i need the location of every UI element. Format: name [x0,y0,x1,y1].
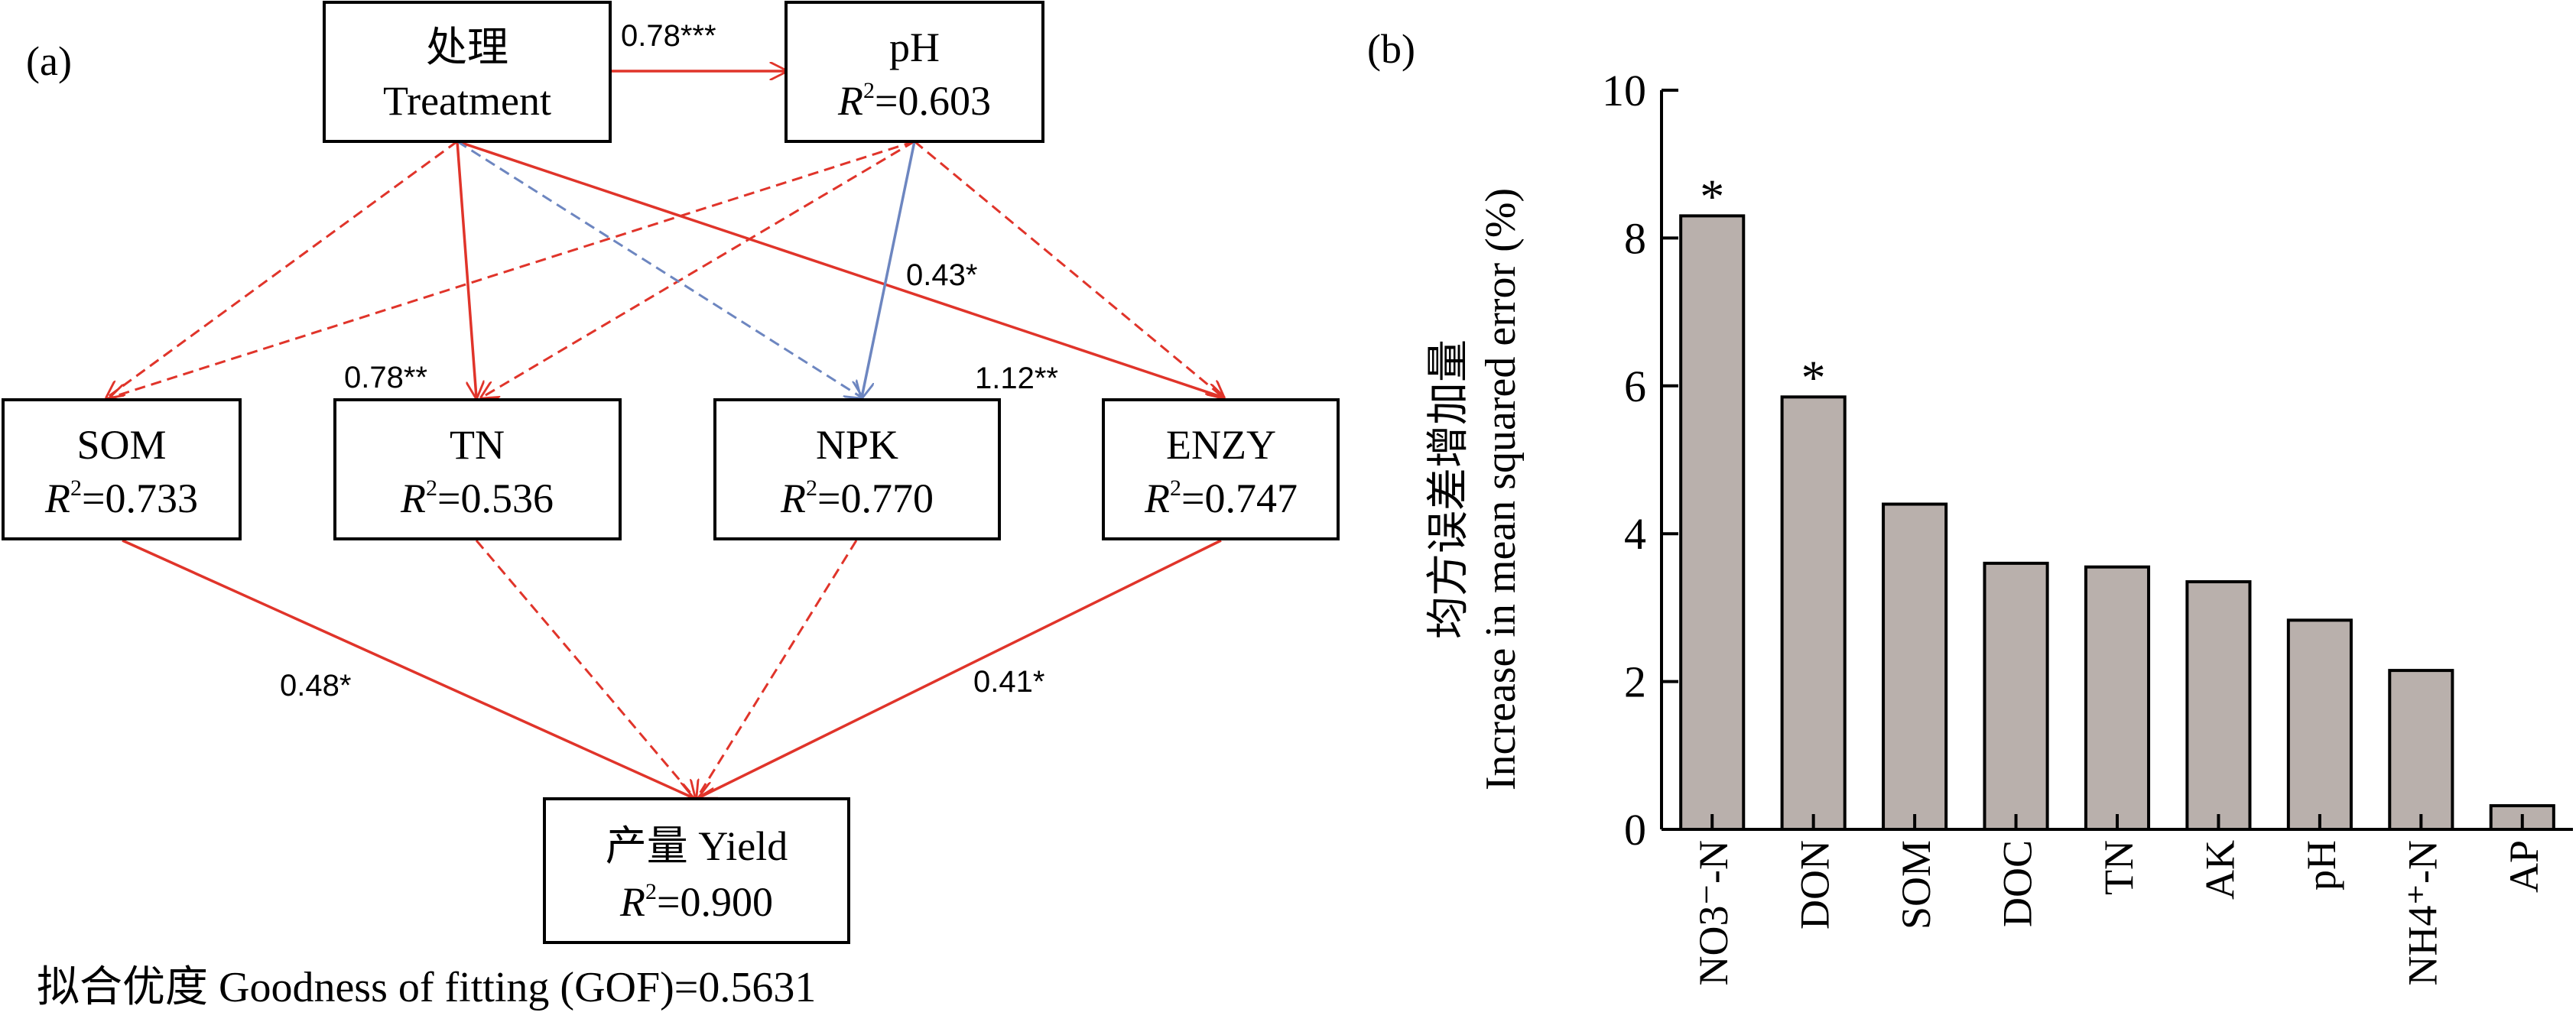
panel-a-label: (a) [26,38,72,84]
bar [2084,565,2151,832]
bar [1780,395,1847,831]
arrow-som-yield [122,539,692,797]
bar [2286,618,2353,831]
bar [1679,214,1746,831]
node-yield: 产量 Yield R2=0.900 [543,797,850,944]
y-axis-label: 均方误差增加量 Increase in mean squared error (… [1425,188,1525,790]
y-tick-label: 0 [1624,805,1646,855]
y-axis-label-en: Increase in mean squared error (%) [1477,188,1525,790]
node-npk-r2: R2=0.770 [780,475,934,521]
node-yield-name: 产量 Yield [606,823,788,869]
y-axis-label-cn: 均方误差增加量 [1425,339,1473,639]
x-tick-label: DOC [1995,840,2041,927]
node-npk-name: NPK [816,422,898,468]
coef-som-yield: 0.48* [280,669,351,702]
coef-treatment-enzy: 1.12** [975,362,1058,395]
y-tick-label: 10 [1602,66,1646,115]
node-ph: pH R2=0.603 [784,1,1044,143]
node-treatment-en: Treatment [383,78,551,124]
node-tn-name: TN [450,422,505,468]
y-tick-label: 8 [1624,213,1646,263]
arrow-ph-som-dashed [111,140,915,397]
path-arrows [107,71,1223,797]
path-diagram: (a) 0.78*** 0.78** 1.12** 0.43* [2,1,1340,1011]
bar [2185,580,2252,831]
node-enzy-r2: R2=0.747 [1144,475,1298,521]
node-npk: NPK R2=0.770 [713,398,1001,540]
node-som-name: SOM [76,422,166,468]
x-tick-label: NH4⁺-N [2399,840,2445,985]
arrow-enzy-yield [700,539,1222,797]
coef-enzy-yield: 0.41* [973,665,1044,699]
node-treatment-cn: 处理 [426,24,508,70]
x-tick-label: DON [1792,840,1838,930]
node-yield-r2: R2=0.900 [619,879,773,925]
node-treatment: 处理 Treatment [323,1,612,143]
node-tn: TN R2=0.536 [333,398,622,540]
arrow-treatment-som-dashed [107,140,458,397]
x-tick-label: AP [2501,840,2547,893]
node-boxes: 处理 Treatment pH R2=0.603 SOM R2=0.733 TN… [2,1,1340,944]
panel-b-label: (b) [1367,26,1415,72]
y-axis-ticks: 0 2 4 6 8 10 [1602,66,1678,855]
node-ph-name: pH [889,24,940,70]
node-som-r2: R2=0.733 [44,475,198,521]
x-tick-label: AK [2197,840,2243,900]
bars [1679,214,2555,832]
significance-star: * [1801,350,1826,404]
arrow-ph-tn-dashed [482,140,915,397]
x-axis-ticks: NO3⁻-N DON SOM DOC TN AK pH NH4⁺-N AP [1691,814,2547,985]
x-tick-label: NO3⁻-N [1691,840,1736,985]
node-som: SOM R2=0.733 [2,398,242,540]
x-tick-label: SOM [1893,840,1939,930]
node-enzy-name: ENZY [1166,422,1276,468]
y-tick-label: 4 [1624,509,1646,559]
arrow-treatment-tn [456,141,476,397]
coef-ph-npk: 0.43* [906,258,977,292]
arrow-tn-yield-dashed [475,540,694,797]
node-enzy: ENZY R2=0.747 [1102,398,1340,540]
coef-treatment-tn: 0.78** [344,361,427,394]
bar [1983,561,2049,831]
gof-text: 拟合优度 Goodness of fitting (GOF)=0.5631 [37,964,816,1011]
x-tick-label: TN [2096,840,2142,895]
bar-chart: (b) 均方误差增加量 Increase in mean squared err… [1367,26,2573,985]
node-tn-r2: R2=0.536 [400,475,554,521]
bar [2388,669,2454,831]
path-coefficients: 0.78*** 0.78** 1.12** 0.43* 0.48* 0.41* [280,19,1058,702]
significance-marks: ** [1700,169,1825,404]
bar [1882,502,1948,832]
y-tick-label: 6 [1624,362,1646,411]
coef-treatment-ph: 0.78*** [621,19,716,53]
significance-star: * [1700,169,1724,223]
arrow-treatment-enzy [456,140,1223,397]
node-ph-r2: R2=0.603 [837,78,991,124]
arrow-ph-npk [862,141,916,397]
arrow-treatment-npk-dashed [456,140,862,397]
y-tick-label: 2 [1624,657,1646,707]
x-tick-label: pH [2298,840,2344,891]
